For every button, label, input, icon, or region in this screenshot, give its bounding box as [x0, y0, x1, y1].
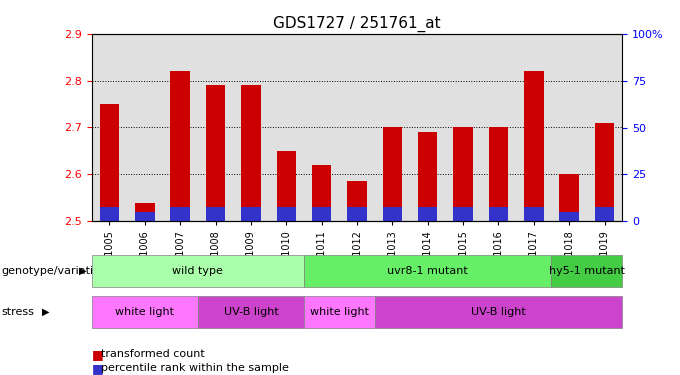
Text: wild type: wild type — [173, 266, 223, 276]
Bar — [135, 212, 154, 221]
Bar — [312, 207, 331, 221]
Text: transformed count: transformed count — [101, 350, 205, 359]
Bar — [206, 207, 225, 221]
Bar — [100, 104, 119, 221]
Title: GDS1727 / 251761_at: GDS1727 / 251761_at — [273, 16, 441, 32]
Bar — [347, 182, 367, 221]
Text: ▶: ▶ — [79, 266, 86, 276]
Bar — [454, 207, 473, 221]
Text: ▶: ▶ — [42, 307, 50, 317]
Bar — [241, 86, 260, 221]
Bar — [135, 202, 154, 221]
Bar — [418, 207, 437, 221]
Bar — [560, 212, 579, 221]
Text: uvr8-1 mutant: uvr8-1 mutant — [388, 266, 468, 276]
Bar — [383, 128, 402, 221]
Bar — [312, 165, 331, 221]
Bar — [524, 207, 543, 221]
Bar — [100, 207, 119, 221]
Bar — [524, 71, 543, 221]
Bar — [454, 128, 473, 221]
Text: hy5-1 mutant: hy5-1 mutant — [549, 266, 625, 276]
Text: white light: white light — [116, 307, 174, 317]
Text: UV-B light: UV-B light — [471, 307, 526, 317]
Bar — [171, 207, 190, 221]
Bar — [595, 123, 614, 221]
Bar — [277, 207, 296, 221]
Text: white light: white light — [310, 307, 369, 317]
Bar — [347, 207, 367, 221]
Bar — [560, 174, 579, 221]
Text: percentile rank within the sample: percentile rank within the sample — [101, 363, 288, 373]
Bar — [489, 128, 508, 221]
Bar — [489, 207, 508, 221]
Text: ■: ■ — [92, 348, 103, 361]
Text: stress: stress — [1, 307, 34, 317]
Bar — [418, 132, 437, 221]
Text: ■: ■ — [92, 362, 103, 375]
Bar — [206, 86, 225, 221]
Bar — [277, 151, 296, 221]
Bar — [241, 207, 260, 221]
Bar — [383, 207, 402, 221]
Text: UV-B light: UV-B light — [224, 307, 278, 317]
Text: genotype/variation: genotype/variation — [1, 266, 107, 276]
Bar — [595, 207, 614, 221]
Bar — [171, 71, 190, 221]
